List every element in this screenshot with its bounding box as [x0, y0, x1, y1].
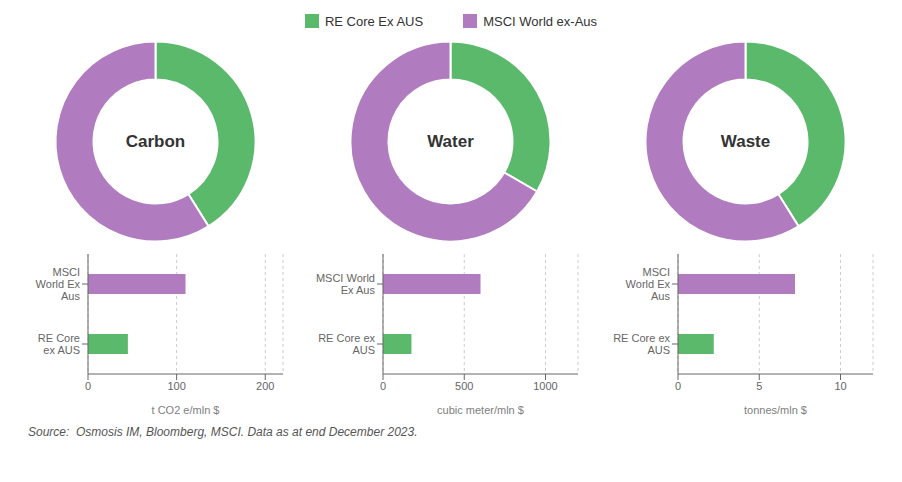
- svg-text:10: 10: [834, 380, 846, 392]
- svg-text:cubic meter/mln $: cubic meter/mln $: [437, 404, 524, 416]
- html-text:RE Core Ex AUS: RE Core Ex AUS: [324, 13, 424, 29]
- svg-text:RE Core exAUS: RE Core exAUS: [318, 332, 375, 356]
- svg-text:200: 200: [256, 380, 274, 392]
- svg-text:500: 500: [455, 380, 473, 392]
- svg-text:MSCIWorld ExAus: MSCIWorld ExAus: [626, 266, 671, 302]
- html-text:MSCI World ex-Aus: MSCI World ex-Aus: [483, 13, 598, 29]
- html-text:Waste: Waste: [720, 131, 771, 151]
- svg-text:5: 5: [756, 380, 762, 392]
- svg-text:tonnes/mln $: tonnes/mln $: [744, 404, 807, 416]
- svg-text:0: 0: [380, 380, 386, 392]
- svg-text:t CO2 e/mln $: t CO2 e/mln $: [152, 404, 220, 416]
- svg-text:RE Core exAUS: RE Core exAUS: [613, 332, 670, 356]
- html-text:Carbon: Carbon: [125, 131, 186, 151]
- html-text:Source: Osmosis IM, Bloomberg,: Source: Osmosis IM, Bloomberg, MSCI. Dat…: [28, 425, 418, 439]
- svg-text:MSCI WorldEx Aus: MSCI WorldEx Aus: [316, 272, 376, 296]
- svg-text:1000: 1000: [533, 380, 557, 392]
- svg-text:0: 0: [675, 380, 681, 392]
- svg-text:0: 0: [85, 380, 91, 392]
- svg-text:100: 100: [167, 380, 185, 392]
- svg-text:RE Coreex AUS: RE Coreex AUS: [38, 332, 80, 356]
- html-text:Water: Water: [427, 131, 474, 151]
- svg-text:MSCIWorld ExAus: MSCIWorld ExAus: [36, 266, 81, 302]
